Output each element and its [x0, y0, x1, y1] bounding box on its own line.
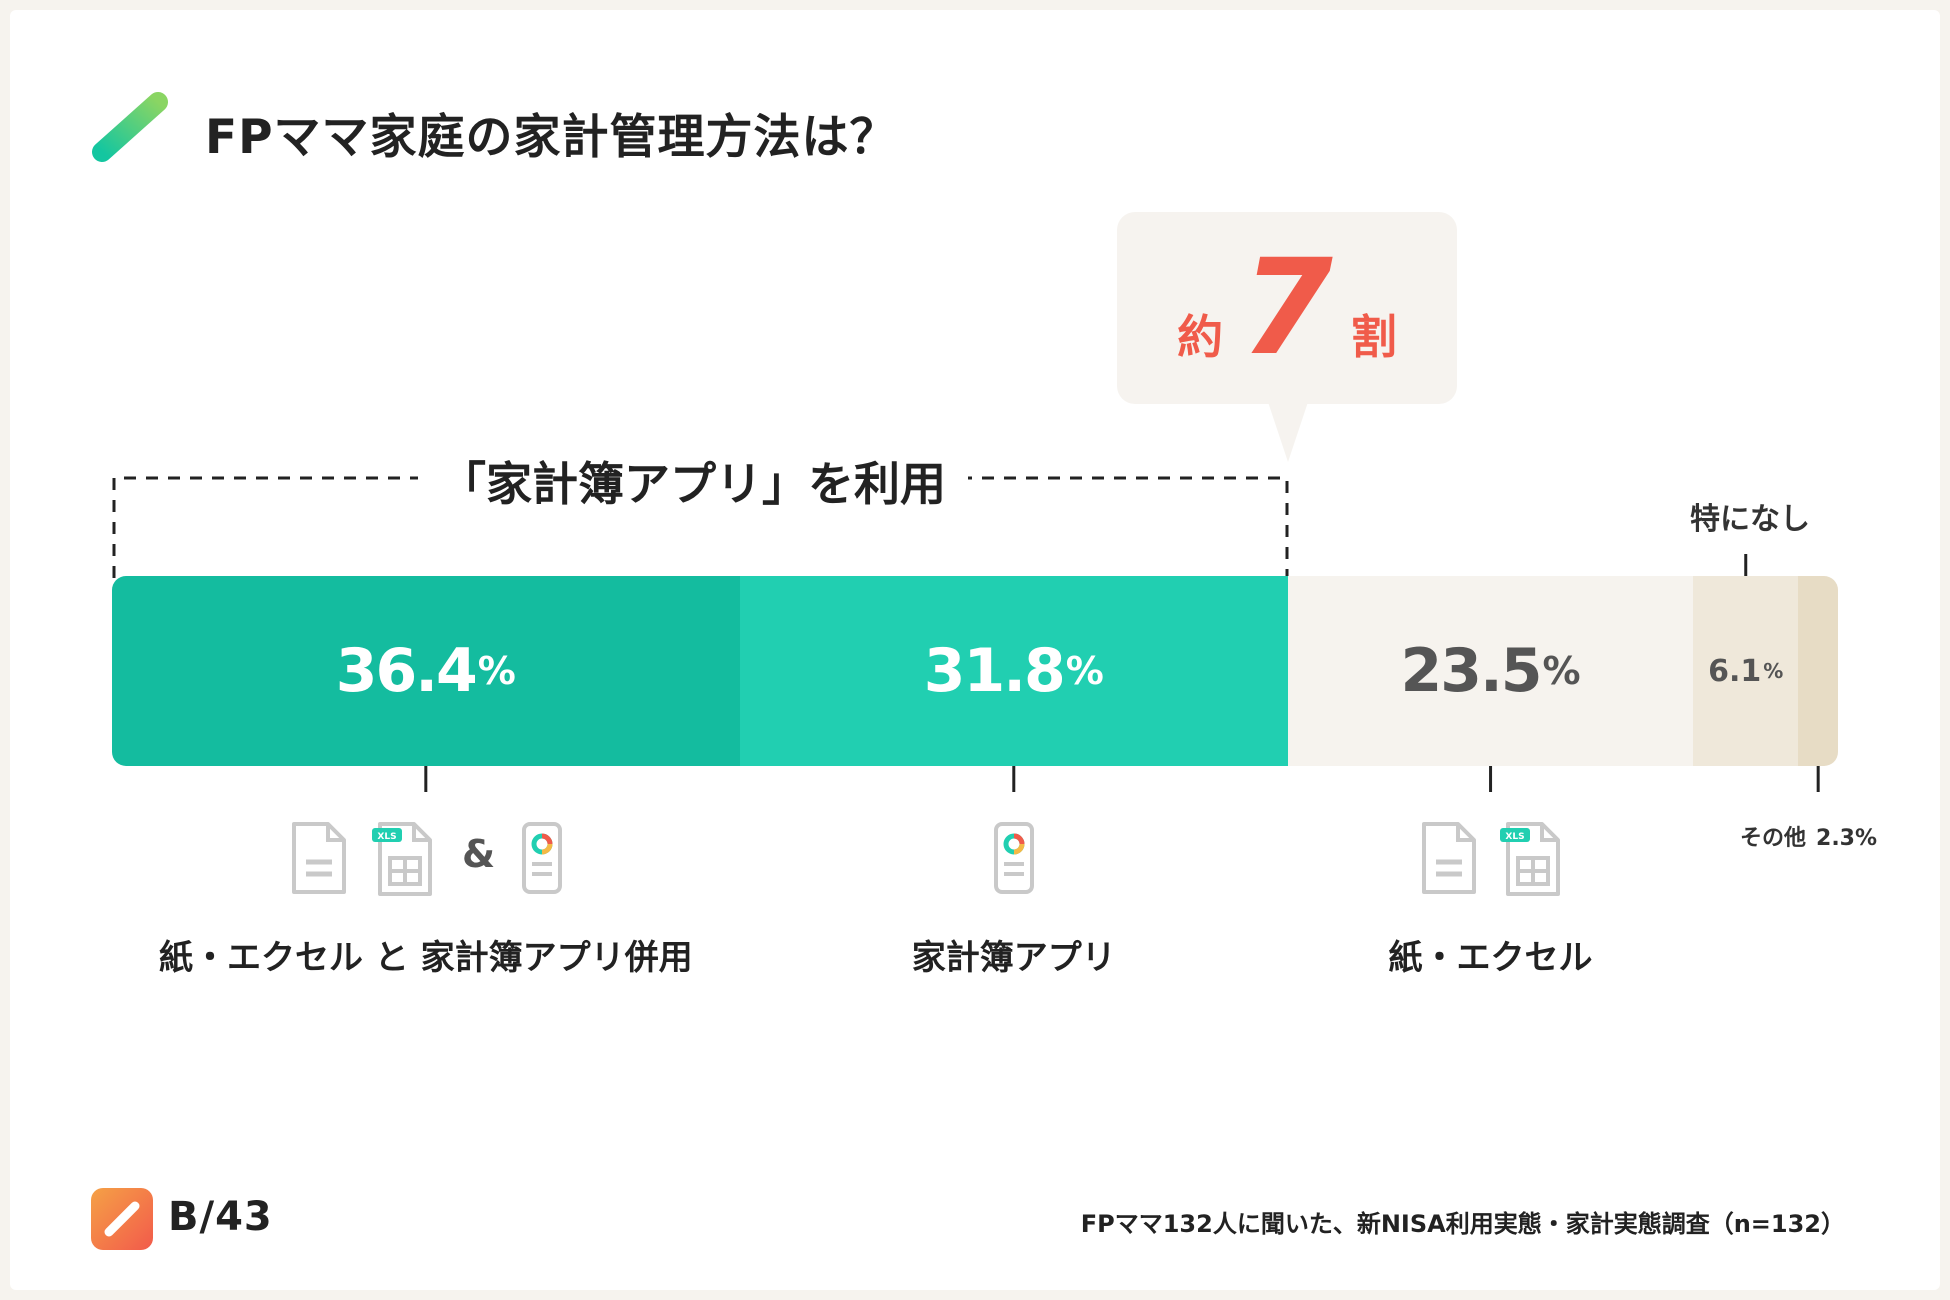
- bar-segment-none: 6.1%: [1693, 576, 1799, 766]
- xls-spreadsheet-icon: XLS: [372, 822, 432, 896]
- value-label-none: 6.1: [1708, 653, 1762, 689]
- brand-name: B/43: [168, 1194, 273, 1240]
- category-label-combined: 紙・エクセル と 家計簿アプリ併用: [158, 938, 693, 978]
- value-label-app: 31.8: [923, 636, 1066, 706]
- source-note: FPママ132人に聞いた、新NISA利用実態・家計実態調査（n=132）: [1080, 1210, 1845, 1238]
- bar-segment-paper-excel: 23.5%: [1287, 576, 1694, 766]
- value-label-other: 2.3: [1816, 826, 1855, 851]
- callout-suffix: 割: [1350, 310, 1397, 364]
- category-label-none: 特になし: [1690, 502, 1810, 537]
- bar-segment-combined: 36.4%: [112, 576, 740, 766]
- phone-app-icon: [994, 822, 1034, 894]
- callout-prefix: 約: [1177, 310, 1224, 364]
- category-label-paper-excel: 紙・エクセル: [1388, 938, 1593, 978]
- svg-text:XLS: XLS: [377, 832, 396, 842]
- category-label-app: 家計簿アプリ: [911, 938, 1116, 978]
- xls-spreadsheet-icon: XLS: [1500, 822, 1560, 896]
- ampersand-label: &: [462, 832, 496, 876]
- svg-text:XLS: XLS: [1505, 832, 1524, 842]
- page-title: FPママ家庭の家計管理方法は？: [205, 110, 898, 165]
- document-icon: [1422, 822, 1476, 894]
- callout-tail: [1268, 402, 1308, 462]
- value-label-paper-excel: 23.5: [1400, 636, 1542, 706]
- callout-box: 約 7 割: [1117, 212, 1457, 404]
- bar-segment-other: [1798, 576, 1838, 766]
- bracket-label: 「家計簿アプリ」を利用: [418, 448, 968, 514]
- bar-segment-app: 31.8%: [739, 576, 1288, 766]
- category-label-other: その他 2.3%: [1740, 826, 1878, 851]
- callout-number: 7: [1241, 231, 1333, 385]
- value-label-combined: 36.4: [335, 636, 478, 706]
- b43-logo-icon: [91, 1188, 153, 1250]
- title-stroke-icon: [92, 92, 168, 162]
- document-icon: [292, 822, 346, 894]
- phone-app-icon: [522, 822, 562, 894]
